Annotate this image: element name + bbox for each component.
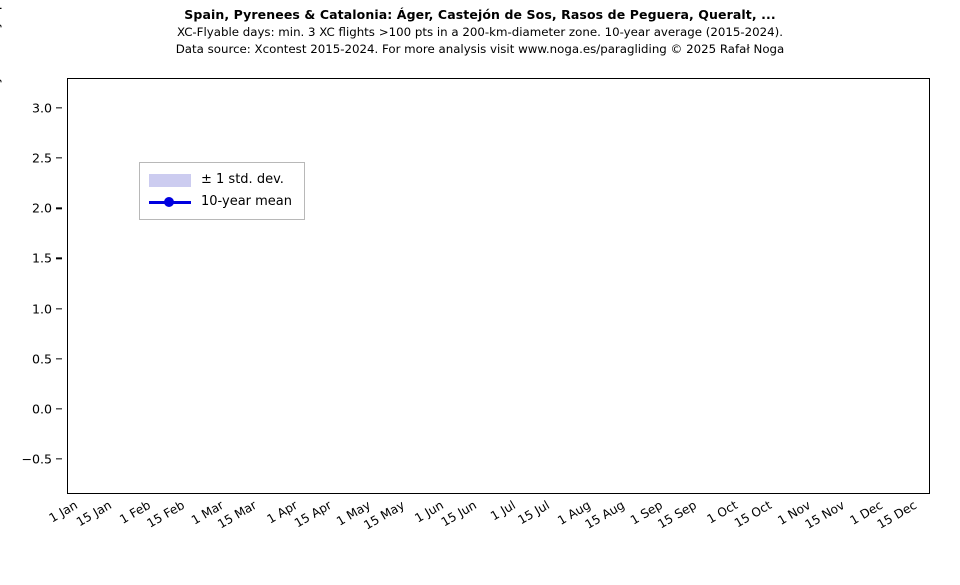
legend-item-std-dev: ± 1 std. dev. <box>149 170 292 190</box>
chart-title: Spain, Pyrenees & Catalonia: Áger, Caste… <box>184 7 776 22</box>
y-tick-mark <box>56 307 62 310</box>
y-tick-mark <box>56 458 62 460</box>
y-tick-mark <box>56 157 62 159</box>
y-tick-mark <box>56 408 62 410</box>
y-axis-tick-labels: −0.5 0.0 0.5 1.0 1.5 2.0 2.5 3.0 <box>0 78 62 494</box>
chart-legend: ± 1 std. dev. 10-year mean <box>139 162 306 220</box>
mean-line-swatch-marker <box>164 197 174 207</box>
y-tick-label: 0.5 <box>31 351 52 367</box>
y-tick-label: 2.5 <box>31 150 52 166</box>
std-dev-band-swatch <box>149 173 191 187</box>
chart-subtitle-1: XC-Flyable days: min. 3 XC flights >100 … <box>176 25 784 39</box>
y-tick-label: 0.0 <box>31 401 52 417</box>
y-tick-mark <box>56 358 62 360</box>
y-tick-label: 2.0 <box>31 200 52 216</box>
x-axis-tick-labels: 1 Jan 15 Jan 1 Feb 15 Feb 1 Mar 15 Mar 1 Apr 15… <box>0 494 960 540</box>
y-tick-label: 1.0 <box>31 301 52 317</box>
y-axis-title: Mean number of flyable days per week <box>0 0 3 201</box>
y-tick-mark <box>56 257 62 260</box>
mean-line-swatch <box>149 196 191 209</box>
y-tick-mark <box>56 107 62 109</box>
chart-subtitle-2: Data source: Xcontest 2015-2024. For mor… <box>175 42 785 56</box>
legend-item-mean: 10-year mean <box>149 192 292 212</box>
plot-area: ± 1 std. dev. 10-year mean <box>67 78 930 494</box>
legend-label-std-dev: ± 1 std. dev. <box>201 172 284 187</box>
y-tick-label: 3.0 <box>31 100 52 116</box>
title-block: Spain, Pyrenees & Catalonia: Áger, Caste… <box>0 6 960 58</box>
chart-page: Spain, Pyrenees & Catalonia: Áger, Caste… <box>0 0 960 540</box>
plot-frame <box>67 78 930 494</box>
y-tick-label: −0.5 <box>21 451 52 467</box>
y-tick-mark <box>56 207 62 209</box>
y-tick-label: 1.5 <box>31 250 52 266</box>
legend-label-mean: 10-year mean <box>201 194 293 209</box>
